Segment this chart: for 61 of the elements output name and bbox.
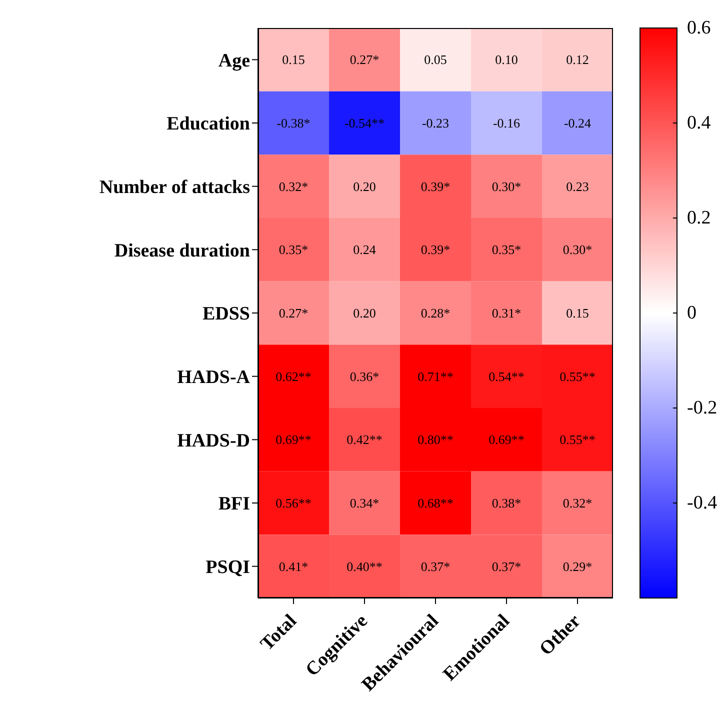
data-label: 0.68** <box>418 496 454 510</box>
data-label: 0.30* <box>492 178 522 194</box>
data-label: 0.37* <box>492 558 522 574</box>
data-label: 0.23 <box>566 178 589 194</box>
color-bar-label: 0.6 <box>687 18 711 38</box>
data-label: 0.39* <box>420 242 450 258</box>
data-label: 0.62** <box>276 368 312 384</box>
data-label: -0.16 <box>492 116 521 130</box>
data-label: 0.38* <box>492 496 522 510</box>
y-tick-label: Age <box>218 50 250 72</box>
data-label: 0.55** <box>560 368 596 384</box>
color-bar-label: 0.2 <box>687 208 711 228</box>
data-label: 0.80** <box>418 432 454 448</box>
color-bar-label: 0.4 <box>687 112 712 134</box>
data-label: -0.38* <box>276 116 310 130</box>
data-label: 0.30* <box>562 242 592 258</box>
y-tick-label: Disease duration <box>114 240 250 262</box>
y-tick-label: Education <box>166 114 250 135</box>
colorbar: 0.6 0.4 0.2 0 -0.2 -0.4 <box>630 8 727 713</box>
data-label: 0.10 <box>495 52 518 68</box>
data-label: 0.05 <box>424 52 447 68</box>
data-label: 0.32* <box>278 178 308 194</box>
color-bar-label: -0.4 <box>687 492 718 514</box>
color-bar-label: 0 <box>687 302 696 324</box>
data-label: 0.28* <box>420 306 450 320</box>
data-label: 0.29* <box>562 558 592 574</box>
data-label: 0.15 <box>566 306 589 320</box>
data-label: 0.27* <box>278 306 308 320</box>
data-label: 0.15 <box>282 52 305 68</box>
data-label: -0.24 <box>564 116 592 130</box>
data-label: -0.23 <box>422 116 450 130</box>
data-label: 0.36* <box>350 368 380 384</box>
data-label: 0.20 <box>353 306 376 320</box>
data-label: 0.34* <box>350 496 380 510</box>
color-bar-label: -0.2 <box>687 398 718 418</box>
data-label: 0.55** <box>560 432 596 448</box>
data-label: 0.40** <box>346 558 382 574</box>
data-label: 0.20 <box>353 178 376 194</box>
data-label: 0.39* <box>420 178 450 194</box>
data-label: 0.31* <box>492 306 522 320</box>
data-label: 0.69** <box>276 432 312 448</box>
data-label: 0.27* <box>350 52 380 68</box>
y-tick-label: BFI <box>218 494 250 515</box>
y-tick-label: PSQI <box>206 557 250 578</box>
data-label: 0.56** <box>276 496 312 510</box>
data-label: 0.12 <box>566 52 589 68</box>
data-label: 0.42** <box>346 432 382 448</box>
data-label: 0.54** <box>488 368 524 384</box>
data-label: -0.54** <box>344 116 385 130</box>
data-label: 0.24 <box>353 242 376 258</box>
y-tick-label: EDSS <box>202 304 250 325</box>
data-label: 0.35* <box>278 242 308 258</box>
data-label: 0.35* <box>492 242 522 258</box>
data-label: 0.71** <box>418 368 454 384</box>
y-tick-label: HADS-D <box>177 430 250 452</box>
data-label: 0.32* <box>562 496 592 510</box>
data-label: 0.69** <box>488 432 524 448</box>
y-tick-label: HADS-A <box>177 367 250 388</box>
data-label: 0.41* <box>278 558 308 574</box>
y-tick-label: Number of attacks <box>99 177 250 198</box>
data-label: 0.37* <box>420 558 450 574</box>
